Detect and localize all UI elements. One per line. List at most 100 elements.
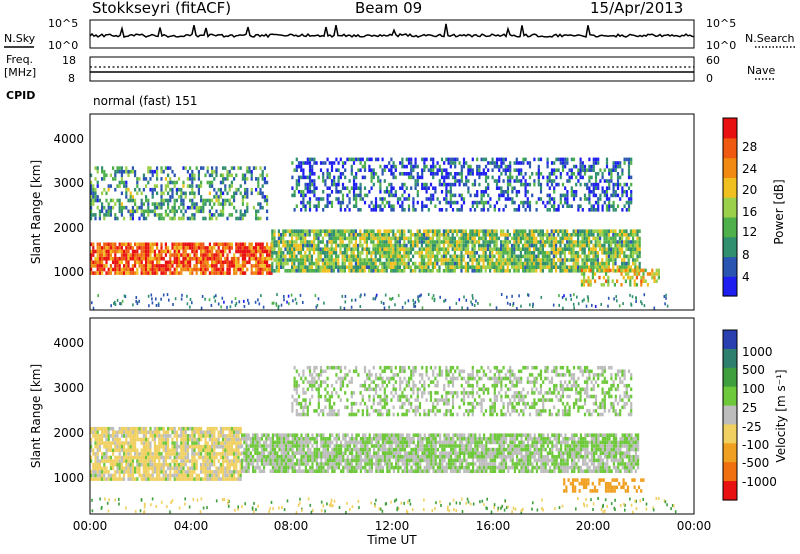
- heatmap-cell: [142, 434, 145, 438]
- heatmap-cell: [533, 182, 536, 187]
- heatmap-cell: [147, 260, 150, 265]
- heatmap-cell: [635, 272, 638, 276]
- heatmap-cell: [476, 164, 479, 169]
- heatmap-cell: [118, 209, 121, 214]
- heatmap-cell: [500, 254, 503, 259]
- heatmap-cell: [561, 204, 565, 208]
- heatmap-cell: [297, 161, 301, 165]
- heatmap-cell: [619, 197, 622, 201]
- heatmap-cell: [120, 441, 123, 445]
- heatmap-cell: [189, 264, 192, 268]
- heatmap-cell: [153, 205, 156, 210]
- heatmap-cell: [577, 240, 580, 244]
- heatmap-cell: [224, 184, 227, 188]
- heatmap-cell: [462, 229, 465, 233]
- heatmap-cell: [193, 466, 196, 471]
- heatmap-cell: [607, 254, 610, 259]
- heatmap-cell: [109, 209, 112, 214]
- heatmap-cell: [530, 269, 533, 273]
- heatmap-cell: [592, 168, 595, 172]
- heatmap-cell: [313, 179, 316, 183]
- heatmap-cell: [107, 271, 110, 275]
- heatmap-cell: [493, 161, 496, 165]
- heatmap-cell: [125, 267, 128, 272]
- heatmap-cell: [348, 229, 351, 233]
- heatmap-cell: [644, 279, 647, 283]
- heatmap-cell: [266, 256, 269, 261]
- heatmap-cell: [583, 265, 586, 269]
- heatmap-cell: [182, 437, 185, 442]
- heatmap-cell: [445, 247, 448, 251]
- heatmap-cell: [193, 441, 196, 445]
- heatmap-cell: [125, 249, 128, 254]
- heatmap-cell: [125, 195, 128, 199]
- heatmap-cell: [418, 265, 421, 269]
- heatmap-cell: [127, 459, 130, 463]
- heatmap-cell: [195, 209, 198, 214]
- heatmap-cell: [407, 265, 410, 269]
- heatmap-cell: [623, 265, 626, 269]
- heatmap-cell: [147, 256, 150, 261]
- heatmap-cell: [250, 249, 253, 254]
- heatmap-cell: [103, 426, 106, 431]
- heatmap-cell: [134, 470, 137, 474]
- heatmap-cell: [116, 466, 119, 471]
- heatmap-cell: [350, 305, 353, 309]
- heatmap-cell: [127, 473, 130, 478]
- heatmap-cell: [392, 161, 395, 165]
- heatmap-cell: [469, 258, 472, 262]
- heatmap-cell: [308, 190, 312, 194]
- heatmap-cell: [288, 269, 291, 273]
- heatmap-cell: [607, 268, 610, 273]
- heatmap-cell: [131, 249, 134, 254]
- heatmap-cell: [394, 261, 397, 266]
- heatmap-cell: [635, 296, 637, 300]
- heatmap-cell: [513, 208, 516, 212]
- heatmap-cell: [546, 258, 549, 262]
- heatmap-cell: [167, 205, 170, 210]
- heatmap-cell: [638, 229, 641, 233]
- heatmap-cell: [533, 269, 536, 273]
- heatmap-cell: [520, 200, 523, 205]
- heatmap-cell: [182, 267, 185, 272]
- heatmap-cell: [563, 236, 566, 241]
- heatmap-cell: [539, 258, 542, 262]
- heatmap-cell: [579, 197, 582, 201]
- heatmap-cell: [471, 204, 474, 208]
- heatmap-cell: [239, 184, 242, 188]
- heatmap-cell: [261, 267, 264, 272]
- heatmap-cell: [359, 168, 362, 172]
- heatmap-cell: [118, 267, 121, 272]
- heatmap-cell: [548, 236, 551, 241]
- heatmap-cell: [129, 452, 132, 456]
- heatmap-cell: [112, 462, 115, 467]
- heatmap-cell: [112, 166, 115, 170]
- heatmap-cell: [506, 175, 510, 180]
- heatmap-cell: [235, 267, 238, 272]
- heatmap-cell: [588, 233, 591, 237]
- heatmap-cell: [464, 251, 467, 255]
- heatmap-cell: [204, 473, 207, 478]
- heatmap-cell: [447, 240, 450, 244]
- heatmap-cell: [530, 236, 533, 241]
- heatmap-cell: [352, 258, 355, 262]
- heatmap-cell: [522, 161, 525, 165]
- heatmap-cell: [123, 455, 126, 460]
- heatmap-cell: [213, 169, 216, 174]
- heatmap-cell: [387, 236, 390, 241]
- heatmap-cell: [634, 233, 637, 237]
- heatmap-cell: [471, 269, 474, 273]
- heatmap-cell: [409, 229, 412, 233]
- heatmap-cell: [372, 240, 375, 244]
- heatmap-cell: [410, 175, 413, 180]
- heatmap-cell: [643, 304, 646, 308]
- heatmap-cell: [266, 253, 269, 257]
- heatmap-cell: [123, 242, 126, 247]
- heatmap-cell: [101, 260, 104, 265]
- heatmap-cell: [206, 249, 209, 254]
- heatmap-cell: [208, 462, 211, 467]
- heatmap-cell: [96, 434, 99, 438]
- heatmap-cell: [271, 261, 274, 266]
- heatmap-cell: [407, 240, 410, 244]
- heatmap-cell: [632, 243, 635, 248]
